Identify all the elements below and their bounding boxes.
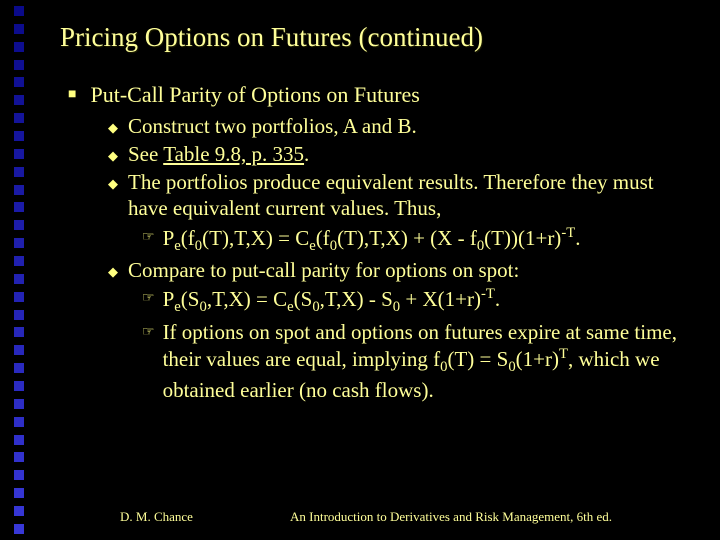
sidebar-square bbox=[14, 417, 24, 427]
square-bullet-icon: ■ bbox=[68, 87, 76, 109]
sidebar-square bbox=[14, 310, 24, 320]
bullet-text: Construct two portfolios, A and B. bbox=[128, 113, 417, 139]
decorative-sidebar bbox=[0, 0, 50, 540]
sidebar-square bbox=[14, 42, 24, 52]
bullet-level3: ☞ If options on spot and options on futu… bbox=[142, 319, 690, 403]
sidebar-square bbox=[14, 363, 24, 373]
sidebar-square bbox=[14, 238, 24, 248]
sidebar-square bbox=[14, 327, 24, 337]
sidebar-square bbox=[14, 256, 24, 266]
bullet-pretext: See bbox=[128, 142, 163, 166]
sidebar-square bbox=[14, 292, 24, 302]
bullet-level2: ◆ The portfolios produce equivalent resu… bbox=[108, 169, 690, 222]
diamond-bullet-icon: ◆ bbox=[108, 176, 118, 222]
sidebar-square bbox=[14, 274, 24, 284]
diamond-bullet-icon: ◆ bbox=[108, 148, 118, 167]
bullet-text: The portfolios produce equivalent result… bbox=[128, 169, 690, 222]
bullet-text: If options on spot and options on future… bbox=[163, 319, 690, 403]
table-reference-link[interactable]: Table 9.8, p. 335 bbox=[163, 142, 304, 166]
slide-footer: D. M. Chance An Introduction to Derivati… bbox=[120, 506, 720, 526]
footer-book-title: An Introduction to Derivatives and Risk … bbox=[260, 509, 710, 525]
formula-text: Pe(f0(T),T,X) = Ce(f0(T),T,X) + (X - f0(… bbox=[163, 224, 581, 256]
sidebar-square bbox=[14, 220, 24, 230]
bullet-level2: ◆ Compare to put-call parity for options… bbox=[108, 257, 690, 283]
footer-author: D. M. Chance bbox=[120, 509, 260, 525]
sidebar-square bbox=[14, 113, 24, 123]
sidebar-square bbox=[14, 399, 24, 409]
sidebar-square bbox=[14, 149, 24, 159]
pointer-bullet-icon: ☞ bbox=[142, 229, 155, 256]
slide-content: Pricing Options on Futures (continued) ■… bbox=[60, 0, 710, 540]
sidebar-square bbox=[14, 524, 24, 534]
bullet-level3: ☞ Pe(S0,T,X) = Ce(S0,T,X) - S0 + X(1+r)-… bbox=[142, 285, 690, 317]
bullet-text: See Table 9.8, p. 335. bbox=[128, 141, 309, 167]
sidebar-square bbox=[14, 6, 24, 16]
sidebar-square bbox=[14, 131, 24, 141]
pointer-bullet-icon: ☞ bbox=[142, 324, 155, 403]
bullet-heading: Put-Call Parity of Options on Futures bbox=[90, 81, 419, 109]
sidebar-square bbox=[14, 506, 24, 516]
formula-text: Pe(S0,T,X) = Ce(S0,T,X) - S0 + X(1+r)-T. bbox=[163, 285, 501, 317]
diamond-bullet-icon: ◆ bbox=[108, 264, 118, 283]
sidebar-square bbox=[14, 60, 24, 70]
pointer-bullet-icon: ☞ bbox=[142, 290, 155, 317]
bullet-level1: ■ Put-Call Parity of Options on Futures bbox=[68, 81, 690, 109]
sidebar-square bbox=[14, 452, 24, 462]
sidebar-square bbox=[14, 488, 24, 498]
slide-title: Pricing Options on Futures (continued) bbox=[60, 22, 690, 53]
sidebar-square bbox=[14, 24, 24, 34]
diamond-bullet-icon: ◆ bbox=[108, 120, 118, 139]
sidebar-square bbox=[14, 435, 24, 445]
sidebar-square bbox=[14, 95, 24, 105]
sidebar-square bbox=[14, 202, 24, 212]
footer-page-number: 26 bbox=[710, 506, 720, 526]
sidebar-square bbox=[14, 77, 24, 87]
sidebar-square bbox=[14, 167, 24, 177]
bullet-text: Compare to put-call parity for options o… bbox=[128, 257, 519, 283]
sidebar-square bbox=[14, 345, 24, 355]
sidebar-square bbox=[14, 470, 24, 480]
bullet-level2: ◆ Construct two portfolios, A and B. bbox=[108, 113, 690, 139]
bullet-level2: ◆ See Table 9.8, p. 335. bbox=[108, 141, 690, 167]
bullet-level3: ☞ Pe(f0(T),T,X) = Ce(f0(T),T,X) + (X - f… bbox=[142, 224, 690, 256]
bullet-posttext: . bbox=[304, 142, 309, 166]
sidebar-square bbox=[14, 381, 24, 391]
sidebar-square bbox=[14, 185, 24, 195]
